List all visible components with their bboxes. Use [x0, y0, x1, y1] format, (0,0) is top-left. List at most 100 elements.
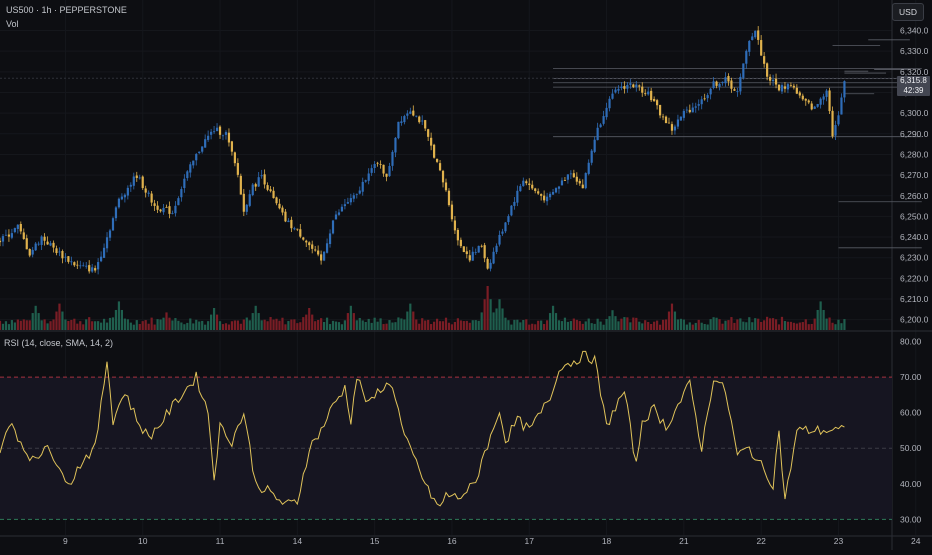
volume-bar	[236, 320, 239, 330]
volume-bar	[483, 299, 486, 330]
volume-bar	[391, 322, 394, 330]
candle-body	[596, 127, 599, 141]
volume-bar	[150, 317, 153, 330]
candle-body	[763, 56, 766, 64]
volume-bar	[798, 322, 801, 330]
volume-bar	[593, 323, 596, 330]
volume-bar	[620, 318, 623, 330]
volume-bar	[379, 318, 382, 330]
candle-body	[816, 104, 819, 107]
volume-bar	[1, 323, 5, 330]
volume-bar	[739, 318, 742, 330]
candle-body	[450, 204, 454, 220]
volume-bar	[328, 324, 332, 330]
candle-body	[679, 116, 682, 121]
volume-bar	[376, 321, 379, 330]
volume-bar	[679, 318, 682, 330]
price-tick-label: 6,280.0	[900, 149, 929, 159]
candle-body	[299, 229, 302, 237]
candle-body	[510, 205, 513, 216]
volume-bar	[412, 311, 415, 330]
candle-body	[204, 139, 207, 148]
rsi-tick-label: 70.00	[900, 372, 922, 382]
volume-bar	[656, 320, 659, 330]
volume-legend[interactable]: Vol	[6, 19, 19, 29]
volume-bar	[406, 311, 409, 330]
candle-body	[516, 190, 519, 203]
volume-bar	[299, 322, 302, 330]
price-tick-label: 6,320.0	[900, 67, 929, 77]
volume-bar	[248, 320, 251, 330]
candle-body	[534, 188, 537, 191]
candle-body	[400, 121, 403, 123]
candle-body	[43, 236, 46, 241]
candle-body	[745, 50, 748, 64]
candle-body	[367, 173, 370, 181]
candle-body	[388, 166, 391, 177]
candle-body	[275, 197, 278, 204]
volume-bar	[207, 321, 210, 330]
time-tick-label: 24	[911, 536, 921, 546]
candle-body	[192, 160, 195, 166]
volume-bar	[688, 322, 691, 330]
candle-body	[658, 104, 662, 116]
volume-bar	[281, 317, 284, 330]
volume-bar	[19, 320, 22, 330]
candle-body	[575, 176, 578, 182]
candle-body	[61, 251, 64, 259]
volume-bar	[626, 317, 629, 330]
candle-body	[278, 203, 281, 209]
candle-body	[198, 151, 201, 154]
volume-bar	[260, 320, 263, 330]
candle-body	[311, 244, 314, 249]
candle-body	[355, 193, 358, 195]
volume-bar	[82, 324, 85, 330]
volume-bar	[834, 324, 837, 330]
candle-body	[578, 180, 581, 184]
volume-bar	[700, 322, 703, 330]
candle-body	[7, 234, 11, 237]
candle-body	[305, 240, 308, 243]
symbol-legend[interactable]: US500 · 1h · PEPPERSTONE	[6, 5, 127, 15]
candle-body	[664, 116, 668, 123]
candle-body	[712, 81, 715, 89]
candle-body	[162, 207, 165, 213]
volume-bar	[540, 320, 543, 330]
candle-body	[331, 220, 335, 234]
candle-body	[608, 98, 611, 109]
volume-bar	[257, 313, 260, 330]
volume-bar	[424, 320, 427, 330]
volume-bar	[599, 321, 602, 330]
candle-body	[638, 85, 641, 87]
volume-bar	[120, 309, 124, 330]
candle-body	[254, 184, 257, 187]
volume-bar	[596, 318, 599, 330]
candle-body	[108, 230, 112, 238]
volume-bar	[275, 318, 278, 330]
volume-bar	[7, 324, 11, 330]
rsi-tick-label: 80.00	[900, 337, 922, 347]
volume-bar	[361, 320, 364, 330]
volume-bar	[108, 317, 112, 330]
volume-bar	[302, 317, 305, 330]
candle-body	[522, 180, 525, 187]
candle-body	[754, 30, 757, 38]
volume-bar	[569, 321, 572, 330]
candle-body	[435, 158, 439, 162]
volume-bar	[682, 319, 685, 330]
candle-body	[52, 242, 55, 248]
candle-body	[614, 89, 617, 93]
candle-body	[548, 193, 552, 198]
rsi-legend[interactable]: RSI (14, close, SMA, 14, 2)	[4, 338, 114, 348]
candle-body	[670, 124, 674, 131]
currency-button[interactable]: USD	[892, 3, 924, 21]
candle-body	[471, 251, 474, 261]
candle-body	[180, 189, 183, 198]
candle-body	[358, 190, 361, 194]
candle-body	[831, 110, 834, 137]
volume-bar	[676, 319, 680, 330]
rsi-tick-label: 30.00	[900, 514, 922, 524]
volume-bar	[233, 320, 236, 330]
candle-body	[340, 206, 344, 212]
